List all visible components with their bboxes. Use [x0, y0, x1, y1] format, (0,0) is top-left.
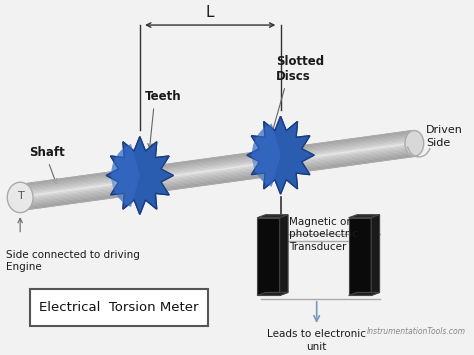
Polygon shape [111, 144, 140, 207]
Polygon shape [19, 140, 414, 195]
Polygon shape [18, 133, 412, 189]
Polygon shape [17, 131, 411, 186]
Polygon shape [18, 136, 413, 191]
Text: T: T [18, 191, 25, 201]
Polygon shape [17, 132, 411, 187]
Polygon shape [21, 148, 416, 204]
Polygon shape [280, 215, 288, 295]
Polygon shape [22, 150, 416, 205]
Text: Leads to electronic
unit: Leads to electronic unit [267, 329, 366, 352]
Polygon shape [17, 131, 411, 186]
Polygon shape [19, 141, 414, 196]
Polygon shape [19, 138, 413, 194]
Polygon shape [20, 143, 415, 199]
Ellipse shape [405, 131, 424, 156]
Polygon shape [18, 136, 413, 191]
Text: L: L [206, 5, 214, 20]
Polygon shape [257, 293, 288, 295]
Polygon shape [23, 153, 417, 209]
Polygon shape [19, 141, 414, 196]
Polygon shape [17, 132, 411, 187]
Polygon shape [19, 138, 413, 194]
Text: Electrical  Torsion Meter: Electrical Torsion Meter [39, 301, 199, 314]
Polygon shape [20, 142, 414, 197]
Polygon shape [18, 135, 412, 190]
Text: Teeth: Teeth [145, 90, 181, 103]
Polygon shape [23, 155, 418, 210]
Polygon shape [252, 124, 281, 187]
Text: Shaft: Shaft [29, 146, 65, 159]
Polygon shape [22, 151, 417, 206]
Polygon shape [18, 137, 413, 192]
Polygon shape [21, 148, 416, 204]
Polygon shape [247, 116, 314, 194]
Polygon shape [111, 144, 140, 207]
Polygon shape [21, 146, 415, 201]
Polygon shape [20, 143, 415, 199]
Ellipse shape [7, 182, 33, 213]
Polygon shape [20, 144, 415, 200]
Text: Side connected to driving
Engine: Side connected to driving Engine [6, 250, 140, 272]
Polygon shape [21, 147, 416, 202]
Text: Driven
Side: Driven Side [426, 125, 463, 148]
Polygon shape [106, 137, 173, 214]
Bar [257, 218, 280, 295]
Polygon shape [19, 140, 414, 195]
FancyBboxPatch shape [29, 289, 208, 326]
Polygon shape [22, 150, 416, 205]
Polygon shape [247, 116, 314, 194]
Polygon shape [20, 144, 415, 200]
Polygon shape [23, 155, 418, 210]
Polygon shape [349, 293, 380, 295]
Polygon shape [21, 147, 416, 202]
Text: InstrumentationTools.com: InstrumentationTools.com [367, 327, 466, 336]
Polygon shape [371, 215, 380, 295]
Text: Slotted
Discs: Slotted Discs [276, 55, 324, 82]
Polygon shape [23, 153, 417, 209]
Text: Magnetic or
photoelectric
Transducer: Magnetic or photoelectric Transducer [289, 217, 358, 252]
Polygon shape [257, 215, 288, 218]
Polygon shape [18, 137, 413, 192]
Polygon shape [22, 151, 417, 206]
Polygon shape [21, 146, 415, 201]
Polygon shape [106, 137, 173, 214]
Polygon shape [349, 215, 380, 218]
Polygon shape [22, 152, 417, 208]
Polygon shape [18, 135, 412, 190]
Polygon shape [18, 133, 412, 189]
Bar [349, 218, 371, 295]
Polygon shape [22, 152, 417, 208]
Polygon shape [252, 124, 281, 187]
Polygon shape [20, 142, 414, 197]
